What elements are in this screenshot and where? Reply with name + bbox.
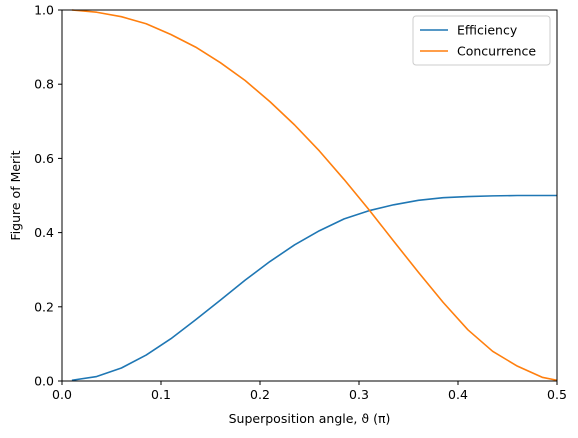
x-axis-label: Superposition angle, ϑ (π): [229, 411, 391, 426]
x-tick-label: 0.0: [52, 387, 72, 402]
x-tick-label: 0.2: [250, 387, 270, 402]
x-tick-label: 0.1: [151, 387, 171, 402]
series-line-efficiency: [71, 194, 557, 382]
series-line-concurrence: [71, 9, 558, 382]
legend-box: [412, 15, 551, 66]
y-tick-label: 1.0: [34, 3, 54, 18]
y-tick-label: 0.6: [34, 151, 54, 166]
legend-label-efficiency: Efficiency: [457, 23, 518, 38]
y-tick-label: 0.2: [34, 299, 54, 314]
y-tick-label: 0.0: [34, 374, 54, 389]
x-tick-label: 0.4: [448, 387, 468, 402]
y-tick-label: 0.4: [34, 225, 54, 240]
y-axis-label: Figure of Merit: [8, 150, 23, 240]
x-tick-label: 0.3: [349, 387, 369, 402]
x-tick-label: 0.5: [547, 387, 567, 402]
axes-layer: 0.0 0.1 0.2 0.3 0.4 0.5 0.0 0.2 0.4 0.6 0.8 1.0: [34, 3, 567, 403]
y-tick-label: 0.8: [34, 77, 54, 92]
series-layer: [71, 9, 558, 382]
legend: Efficiency Concurrence: [412, 15, 551, 66]
legend-label-concurrence: Concurrence: [457, 44, 536, 59]
plot-frame: [61, 9, 558, 382]
